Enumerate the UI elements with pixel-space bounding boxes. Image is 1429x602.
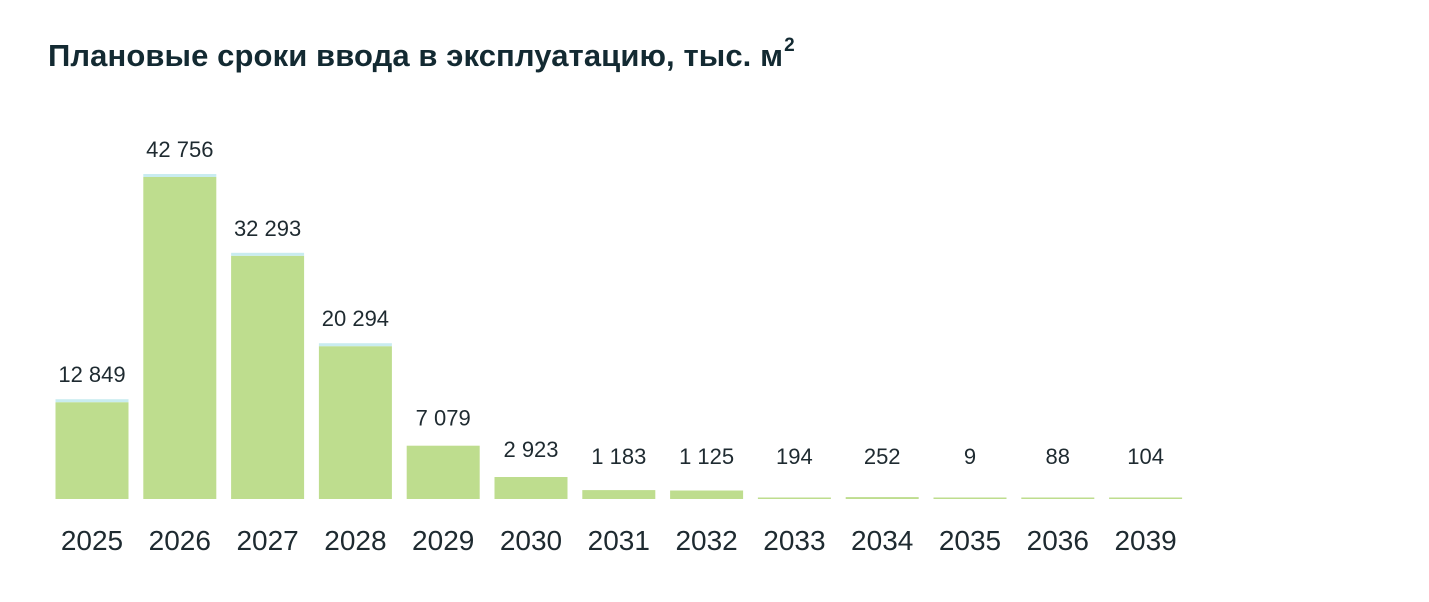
category-label-2029: 2029	[412, 525, 474, 556]
bar-cap-2027	[231, 252, 305, 256]
value-label-2027: 32 293	[234, 216, 301, 241]
bar-2035	[933, 497, 1007, 499]
value-label-2025: 12 849	[58, 362, 125, 387]
category-label-2026: 2026	[149, 525, 211, 556]
value-label-2029: 7 079	[416, 406, 471, 431]
bar-2027	[231, 255, 305, 499]
chart-title: Плановые сроки ввода в эксплуатацию, тыс…	[48, 34, 795, 74]
value-label-2031: 1 183	[591, 444, 646, 469]
bar-2030	[494, 477, 568, 499]
bar-2026	[143, 177, 217, 499]
value-label-2039: 104	[1127, 444, 1164, 469]
chart-title-text: Плановые сроки ввода в эксплуатацию, тыс…	[48, 38, 784, 73]
value-label-2030: 2 923	[503, 437, 558, 462]
bars-group	[55, 174, 1183, 499]
category-label-2030: 2030	[500, 525, 562, 556]
value-label-2026: 42 756	[146, 137, 213, 162]
category-label-2039: 2039	[1114, 525, 1176, 556]
category-label-2028: 2028	[324, 525, 386, 556]
category-label-2025: 2025	[61, 525, 123, 556]
bar-2025	[55, 402, 129, 499]
value-label-2034: 252	[864, 444, 901, 469]
bar-cap-2025	[55, 399, 129, 403]
value-labels-group: 12 849 42 756 32 293 20 294 7 079 2 923 1 183 1…	[58, 137, 1164, 469]
bar-cap-2026	[143, 174, 217, 177]
bar-2034	[845, 497, 919, 499]
category-label-2033: 2033	[763, 525, 825, 556]
value-label-2036: 88	[1046, 444, 1070, 469]
category-labels-group: 2025 2026 2027 2028 2029 2030 2031 2032 2033 2034…	[61, 525, 1177, 556]
bar-2028	[318, 346, 392, 499]
category-label-2035: 2035	[939, 525, 1001, 556]
category-label-2034: 2034	[851, 525, 913, 556]
bar-cap-2028	[318, 343, 392, 347]
bar-2032	[670, 490, 744, 499]
category-label-2027: 2027	[236, 525, 298, 556]
bar-2029	[406, 445, 480, 499]
category-label-2036: 2036	[1027, 525, 1089, 556]
bar-2031	[582, 490, 656, 499]
category-label-2032: 2032	[675, 525, 737, 556]
bar-2033	[757, 497, 831, 499]
value-label-2033: 194	[776, 444, 813, 469]
bar-2036	[1021, 497, 1095, 499]
value-label-2032: 1 125	[679, 444, 734, 469]
value-label-2028: 20 294	[322, 306, 389, 331]
chart-title-superscript: 2	[784, 34, 795, 56]
category-label-2031: 2031	[588, 525, 650, 556]
bar-2039	[1109, 497, 1183, 499]
value-label-2035: 9	[964, 444, 976, 469]
